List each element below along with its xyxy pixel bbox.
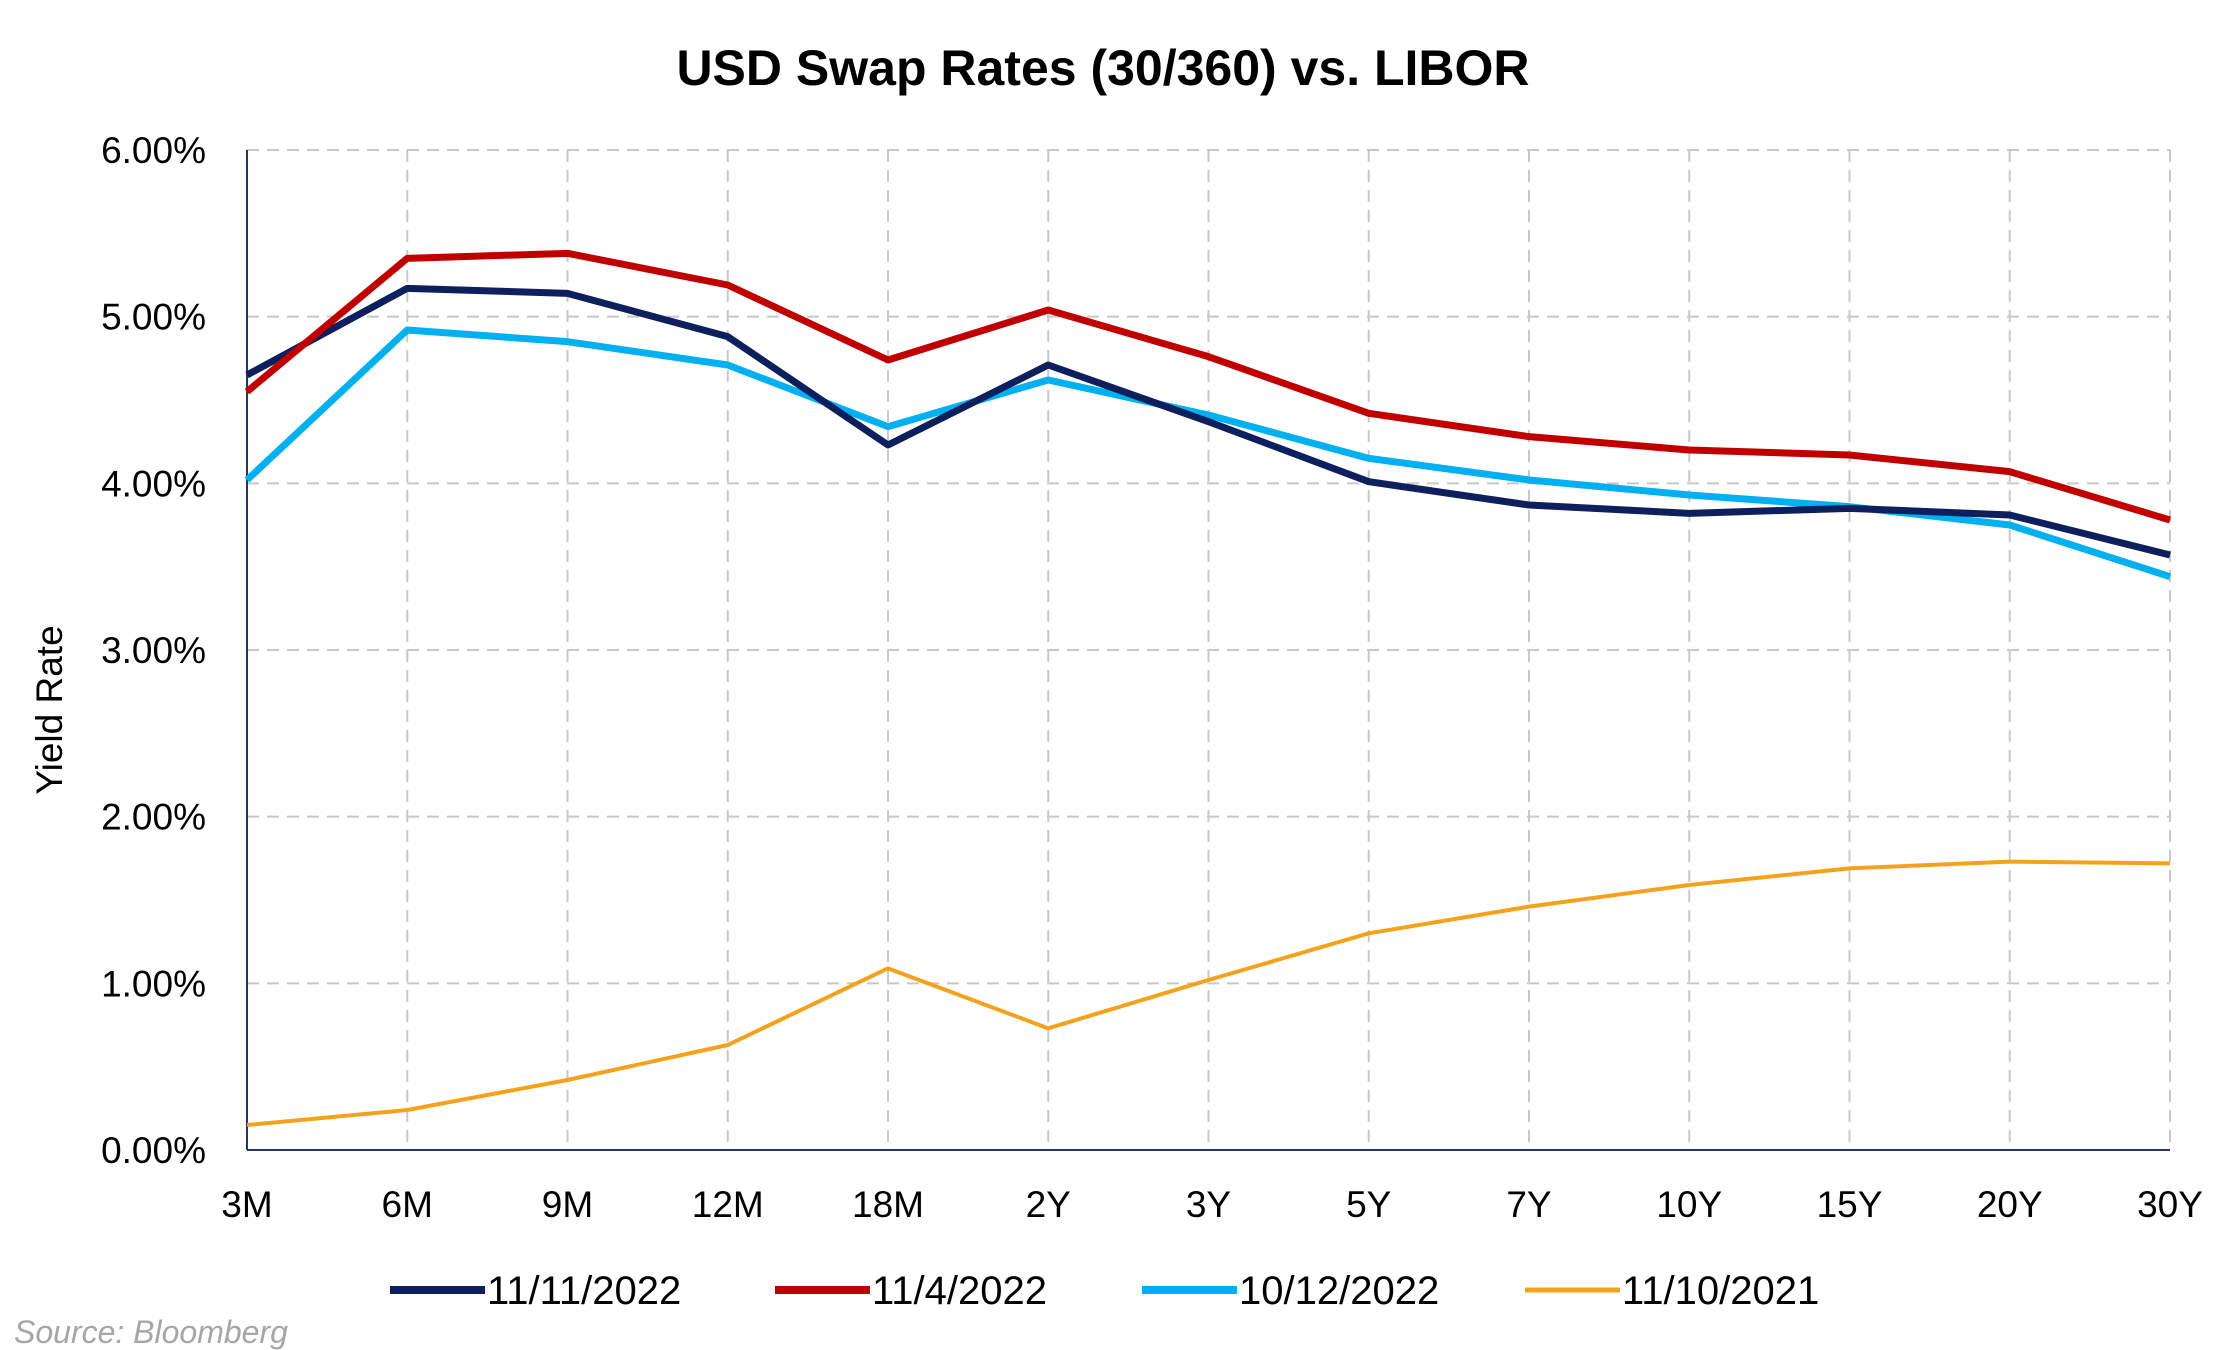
x-tick-label: 10Y	[1656, 1184, 1722, 1225]
series-lines	[244, 249, 2172, 1127]
legend-label: 11/10/2021	[1622, 1269, 1819, 1313]
y-tick-label: 5.00%	[101, 297, 206, 338]
x-tick-label: 12M	[692, 1184, 764, 1225]
x-tick-label: 9M	[542, 1184, 593, 1225]
legend: 11/11/2022 11/4/2022 10/12/2022 11/10/2021	[390, 1269, 1819, 1313]
y-axis-label: Yield Rate	[29, 625, 70, 794]
x-tick-label: 3M	[221, 1184, 272, 1225]
x-tick-label: 6M	[382, 1184, 433, 1225]
y-tick-label: 3.00%	[101, 630, 206, 671]
x-tick-labels: 3M 6M 9M 12M 18M 2Y 3Y 5Y 7Y 10Y 15Y 20Y 30Y	[221, 1184, 2203, 1225]
legend-label: 11/11/2022	[487, 1269, 681, 1313]
y-tick-label: 6.00%	[101, 130, 206, 171]
series-line-11-10-2021	[246, 859, 2171, 1127]
source-note: Source: Bloomberg	[14, 1314, 288, 1350]
x-tick-label: 2Y	[1026, 1184, 1071, 1225]
y-tick-label: 4.00%	[101, 463, 206, 504]
axes	[246, 150, 2170, 1151]
x-tick-label: 3Y	[1186, 1184, 1231, 1225]
y-tick-label: 2.00%	[101, 797, 206, 838]
grid-lines	[247, 149, 2171, 1150]
x-tick-label: 20Y	[1977, 1184, 2043, 1225]
x-tick-label: 30Y	[2137, 1184, 2203, 1225]
legend-label: 11/4/2022	[872, 1269, 1047, 1313]
legend-label: 10/12/2022	[1239, 1269, 1439, 1313]
x-tick-label: 7Y	[1506, 1184, 1551, 1225]
y-tick-label: 1.00%	[101, 963, 206, 1004]
x-tick-label: 18M	[852, 1184, 924, 1225]
y-tick-labels: 0.00% 1.00% 2.00% 3.00% 4.00% 5.00% 6.00%	[101, 130, 206, 1171]
series-line-11-4-2022	[244, 249, 2172, 524]
x-tick-label: 5Y	[1346, 1184, 1391, 1225]
x-tick-label: 15Y	[1817, 1184, 1883, 1225]
chart-title: USD Swap Rates (30/360) vs. LIBOR	[676, 40, 1529, 96]
y-tick-label: 0.00%	[101, 1130, 206, 1171]
series-line-11-11-2022	[245, 284, 2171, 559]
